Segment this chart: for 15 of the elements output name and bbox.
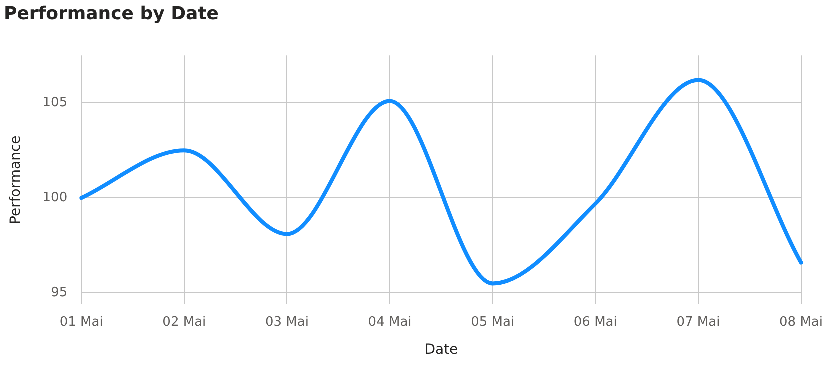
x-tick-label: 03 Mai [265, 314, 309, 330]
x-axis-title: Date [424, 342, 458, 358]
y-tick-label: 105 [42, 95, 68, 110]
y-axis-title: Performance [8, 136, 24, 224]
x-tick-label: 01 Mai [60, 314, 104, 330]
y-tick-label: 100 [42, 190, 68, 206]
x-tick-label: 08 Mai [780, 314, 823, 330]
x-tick-label: 02 Mai [162, 314, 206, 330]
line-series [80, 78, 804, 286]
x-tick-label: 06 Mai [574, 314, 618, 330]
x-tick-label: 04 Mai [368, 314, 412, 330]
x-tick-label: 07 Mai [676, 314, 720, 330]
x-tick-label: 05 Mai [471, 314, 515, 330]
chart-title: Performance by Date [4, 3, 219, 24]
y-tick-label: 95 [51, 286, 68, 301]
